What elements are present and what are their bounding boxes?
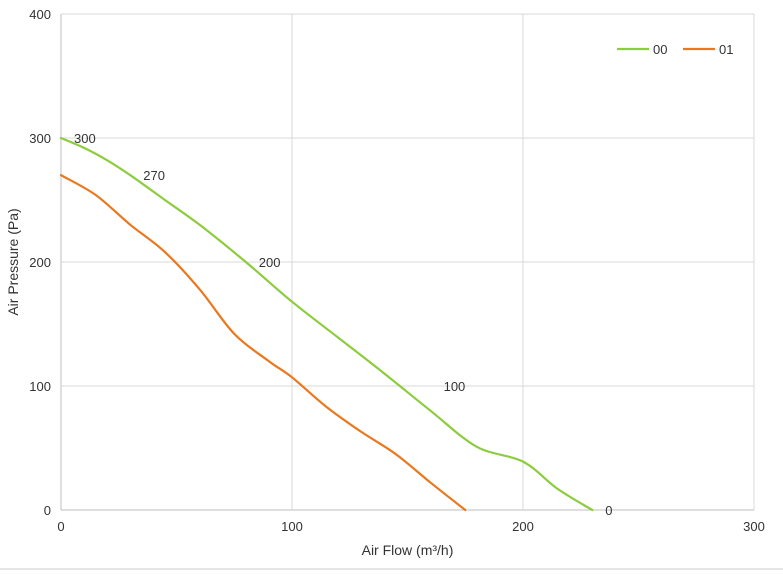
series-line-00: [59, 136, 594, 512]
x-tick-label: 200: [512, 519, 534, 534]
y-tick-label: 300: [29, 131, 51, 146]
y-tick-label: 100: [29, 379, 51, 394]
x-tick-label: 100: [281, 519, 303, 534]
y-tick-label: 400: [29, 7, 51, 22]
x-tick-label: 0: [57, 519, 64, 534]
data-label: 0: [605, 503, 612, 518]
series-line-01: [59, 174, 467, 512]
y-axis-label: Air Pressure (Pa): [5, 208, 21, 315]
legend-label-00: 00: [653, 42, 667, 57]
data-label: 200: [259, 255, 281, 270]
data-label: 270: [143, 168, 165, 183]
grid: [60, 13, 755, 511]
data-label: 100: [444, 379, 466, 394]
x-tick-label: 300: [743, 519, 765, 534]
series-lines: [59, 136, 594, 512]
legend-label-01: 01: [719, 42, 733, 57]
data-label: 300: [74, 131, 96, 146]
y-tick-label: 200: [29, 255, 51, 270]
x-axis-label: Air Flow (m³/h): [362, 542, 454, 558]
legend: 00 01: [617, 42, 733, 57]
data-labels: 300 270 200 100 0: [74, 131, 613, 518]
y-tick-label: 0: [44, 503, 51, 518]
